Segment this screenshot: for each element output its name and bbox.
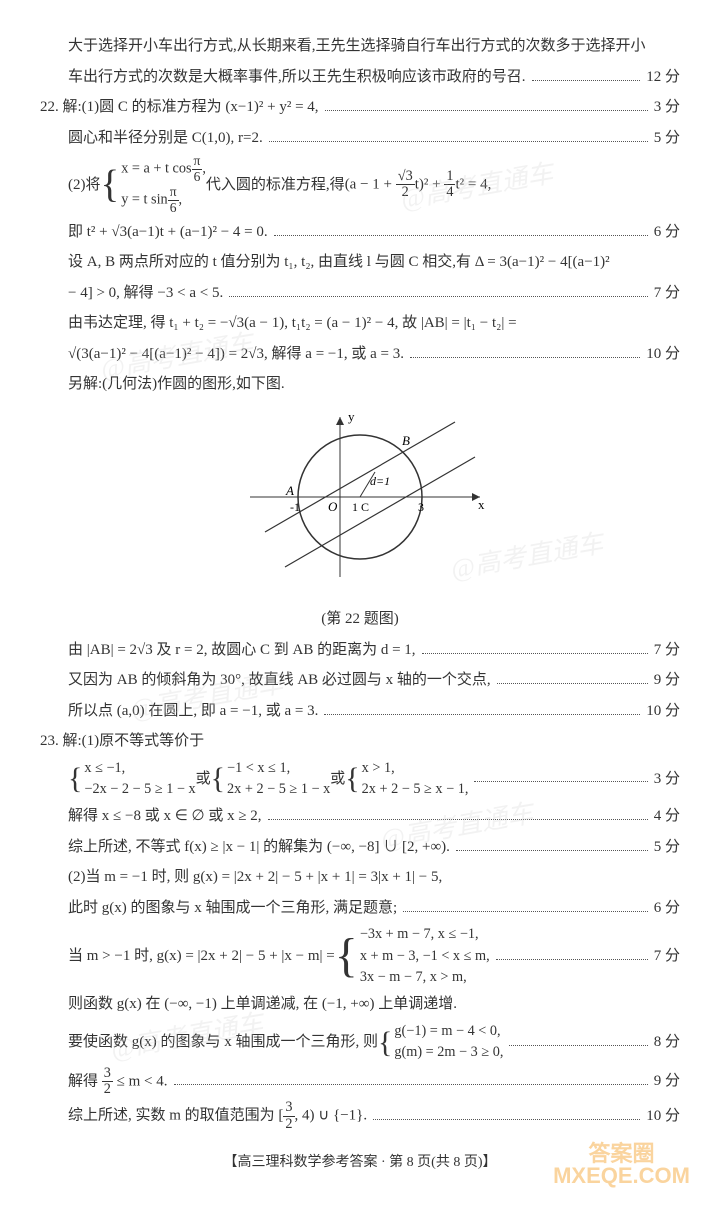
dot-leader <box>174 1074 648 1086</box>
svg-text:-1: -1 <box>290 500 300 514</box>
text-line: 即 t² + √3(a−1)t + (a−1)² − 4 = 0. <box>68 218 268 247</box>
text-line: 又因为 AB 的倾斜角为 30°, 故直线 AB 必过圆与 x 轴的一个交点, <box>68 666 491 695</box>
svg-text:B: B <box>402 433 410 448</box>
dot-leader <box>509 1034 647 1046</box>
score: 7 分 <box>654 636 680 665</box>
dot-leader <box>403 900 648 912</box>
score: 5 分 <box>654 833 680 862</box>
dot-leader <box>410 346 640 358</box>
or-text: 或 <box>196 765 211 794</box>
dot-leader <box>269 130 648 142</box>
svg-text:d=1: d=1 <box>370 474 390 488</box>
score: 12 分 <box>646 63 680 92</box>
dot-leader <box>274 224 648 236</box>
figure-caption: (第 22 题图) <box>40 605 680 634</box>
text-line: (2)将 <box>68 171 101 200</box>
score: 9 分 <box>654 1067 680 1096</box>
bottom-logo: 答案圈 MXEQE.COM <box>553 1143 690 1187</box>
score: 4 分 <box>654 802 680 831</box>
score: 3 分 <box>654 765 680 794</box>
score: 10 分 <box>646 697 680 726</box>
equation: (a − 1 + √32t)² + 14t² = 4, <box>345 169 492 201</box>
svg-text:3: 3 <box>418 500 424 514</box>
case-2: { −1 < x ≤ 1,2x + 2 − 5 ≥ 1 − x <box>211 758 331 801</box>
svg-text:1 C: 1 C <box>352 500 369 514</box>
q23-head: 23. 解:(1)原不等式等价于 <box>40 727 204 756</box>
text-line: 另解:(几何法)作圆的图形,如下图. <box>68 370 285 399</box>
dot-leader <box>324 703 640 715</box>
score: 10 分 <box>646 340 680 369</box>
score: 8 分 <box>654 1028 680 1057</box>
svg-text:O: O <box>328 499 338 514</box>
text-line: 当 m > −1 时, g(x) = |2x + 2| − 5 + |x − m… <box>68 942 335 971</box>
q22-figure: y x A B O 1 C 3 -1 d=1 <box>40 407 680 598</box>
text-line: 解得 32 ≤ m < 4. <box>68 1066 168 1098</box>
piecewise: { −3x + m − 7, x ≤ −1, x + m − 3, −1 < x… <box>335 924 490 988</box>
score: 7 分 <box>654 942 680 971</box>
text-line: 所以点 (a,0) 在圆上, 即 a = −1, 或 a = 3. <box>68 697 318 726</box>
score: 9 分 <box>654 666 680 695</box>
dot-leader <box>422 642 648 654</box>
text-line: − 4] > 0, 解得 −3 < a < 5. <box>68 279 223 308</box>
or-text: 或 <box>330 765 345 794</box>
case-3: { x > 1,2x + 2 − 5 ≥ x − 1, <box>345 758 468 801</box>
dot-leader <box>496 948 648 960</box>
text-line: √(3(a−1)² − 4[(a−1)² − 4]) = 2√3, 解得 a =… <box>68 340 404 369</box>
q22-part1: 22. 解:(1)圆 C 的标准方程为 (x−1)² + y² = 4, <box>40 93 319 122</box>
text-line: 则函数 g(x) 在 (−∞, −1) 上单调递减, 在 (−1, +∞) 上单… <box>68 990 457 1019</box>
text-line: 大于选择开小车出行方式,从长期来看,王先生选择骑自行车出行方式的次数多于选择开小 <box>68 32 646 61</box>
text-line: 综上所述, 不等式 f(x) ≥ |x − 1| 的解集为 (−∞, −8] ∪… <box>68 833 450 862</box>
param-system: { x = a + t cosπ6, y = t sinπ6, <box>101 154 206 216</box>
text-line: 代入圆的标准方程,得 <box>206 171 345 200</box>
text-line: 要使函数 g(x) 的图象与 x 轴围成一个三角形, 则 <box>68 1028 378 1057</box>
svg-text:y: y <box>348 409 355 424</box>
text-line: 由韦达定理, 得 t₁ + t₂ = −√3(a − 1), t₁t₂ = (a… <box>68 309 517 338</box>
conditions: { g(−1) = m − 4 < 0,g(m) = 2m − 3 ≥ 0, <box>378 1021 503 1064</box>
score: 3 分 <box>654 93 680 122</box>
text-line: 解得 x ≤ −8 或 x ∈ ∅ 或 x ≥ 2, <box>68 802 262 831</box>
text-line: (2)当 m = −1 时, 则 g(x) = |2x + 2| − 5 + |… <box>68 863 442 892</box>
dot-leader <box>373 1108 640 1120</box>
dot-leader <box>325 100 648 112</box>
svg-text:x: x <box>478 497 485 512</box>
score: 7 分 <box>654 279 680 308</box>
text-line: 车出行方式的次数是大概率事件,所以王先生积极响应该市政府的号召. <box>68 63 526 92</box>
text-line: 综上所述, 实数 m 的取值范围为 [32, 4) ∪ {−1}. <box>68 1100 367 1132</box>
text-line: 此时 g(x) 的图象与 x 轴围成一个三角形, 满足题意; <box>68 894 397 923</box>
text-line: 由 |AB| = 2√3 及 r = 2, 故圆心 C 到 AB 的距离为 d … <box>68 636 416 665</box>
case-1: { x ≤ −1,−2x − 2 − 5 ≥ 1 − x <box>68 758 196 801</box>
score: 6 分 <box>654 894 680 923</box>
dot-leader <box>497 673 648 685</box>
dot-leader <box>532 69 641 81</box>
dot-leader <box>456 839 648 851</box>
dot-leader <box>474 771 647 783</box>
text-line: 圆心和半径分别是 C(1,0), r=2. <box>68 124 263 153</box>
svg-text:A: A <box>285 483 294 498</box>
dot-leader <box>268 809 648 821</box>
score: 10 分 <box>646 1102 680 1131</box>
score: 5 分 <box>654 124 680 153</box>
text-line: 设 A, B 两点所对应的 t 值分别为 t₁, t₂, 由直线 l 与圆 C … <box>68 248 610 277</box>
score: 6 分 <box>654 218 680 247</box>
dot-leader <box>229 285 648 297</box>
